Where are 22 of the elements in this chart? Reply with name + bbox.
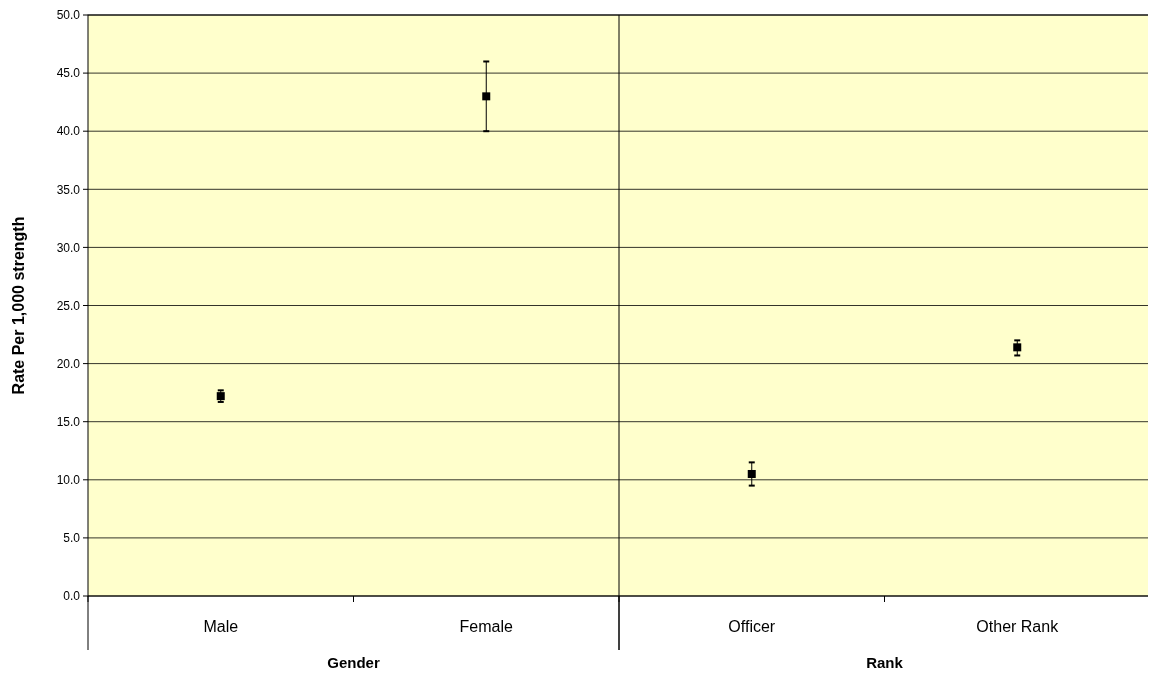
point <box>747 469 756 478</box>
x-tick-label: Officer <box>728 618 776 635</box>
y-tick-label: 10.0 <box>56 473 81 487</box>
point <box>216 392 225 401</box>
y-tick-label: 20.0 <box>56 356 81 371</box>
text: Gender <box>327 654 380 671</box>
y-tick-label: 50.0 <box>56 8 81 23</box>
x-tick-label: Female <box>459 618 514 635</box>
y-tick-label: 40.0 <box>56 124 81 139</box>
y-tick-label: 5.0 <box>63 531 81 546</box>
y-tick-label: 25.0 <box>56 298 81 313</box>
y-tick-label: 0.0 <box>63 589 81 604</box>
text: Rank <box>866 654 904 671</box>
point <box>482 92 491 101</box>
point <box>1013 343 1022 352</box>
y-tick-label: 15.0 <box>56 414 81 429</box>
y-tick-label: 45.0 <box>56 66 81 81</box>
x-tick-label: Male <box>203 618 239 635</box>
x-tick-label: Other Rank <box>976 618 1060 635</box>
y-axis-title: Rate Per 1,000 strength <box>10 216 27 395</box>
y-tick-label: 30.0 <box>56 240 81 255</box>
y-tick-label: 35.0 <box>56 182 81 197</box>
